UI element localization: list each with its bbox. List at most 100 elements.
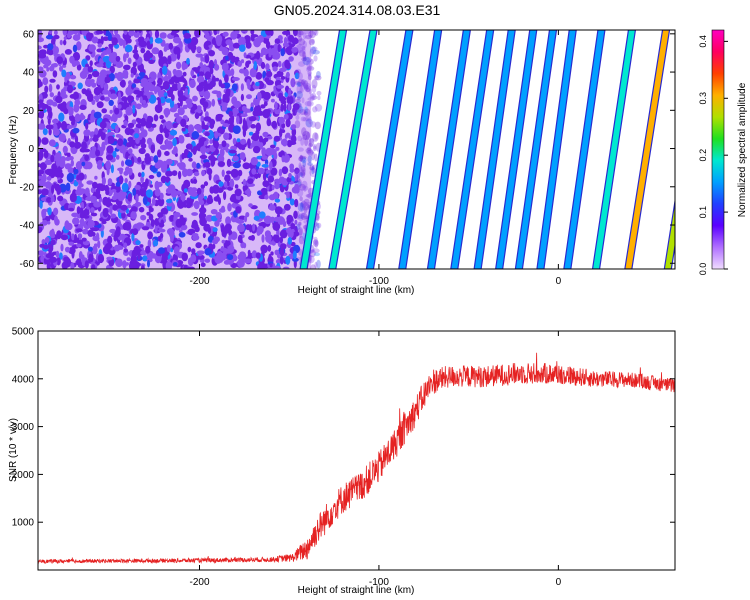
noise-blob	[188, 157, 193, 162]
noise-blob	[182, 84, 186, 91]
spectrogram-plot-area	[38, 30, 675, 269]
noise-blob	[203, 116, 212, 122]
noise-blob	[182, 71, 187, 77]
noise-blob	[232, 42, 241, 49]
noise-blob	[102, 196, 109, 206]
noise-blob	[125, 262, 129, 266]
noise-blob	[243, 68, 249, 77]
noise-blob	[73, 168, 79, 175]
noise-blob	[139, 96, 143, 104]
noise-blob	[160, 219, 164, 227]
noise-blob	[305, 34, 313, 40]
noise-blob	[303, 32, 307, 40]
noise-blob	[157, 247, 166, 254]
noise-blob	[247, 249, 251, 256]
noise-blob	[102, 89, 110, 95]
noise-blob	[277, 216, 285, 225]
noise-blob	[270, 167, 278, 176]
noise-blob	[112, 150, 117, 158]
noise-blob	[125, 52, 129, 59]
noise-blob	[159, 124, 164, 134]
spectral-stripe	[328, 30, 378, 269]
noise-blob	[296, 84, 303, 94]
noise-blob	[298, 156, 306, 162]
page-title: GN05.2024.314.08.03.E31	[273, 2, 441, 18]
noise-blob	[285, 118, 291, 128]
noise-blob	[70, 262, 75, 269]
noise-blob	[298, 162, 302, 169]
noise-blob	[221, 205, 225, 212]
noise-blob	[236, 219, 245, 225]
noise-blob	[180, 224, 188, 231]
noise-blob	[156, 133, 164, 143]
noise-blob	[288, 34, 295, 43]
noise-blob	[178, 232, 186, 238]
noise-blob	[199, 154, 208, 160]
noise-blob	[138, 41, 147, 47]
noise-blob	[153, 114, 159, 122]
noise-blob	[186, 203, 192, 209]
noise-blob	[232, 155, 239, 162]
noise-blob	[213, 30, 218, 36]
noise-blob	[205, 214, 214, 222]
noise-blob	[263, 91, 271, 101]
noise-blob	[301, 127, 307, 137]
noise-blob	[181, 61, 186, 71]
noise-blob	[99, 58, 103, 65]
noise-blob	[295, 108, 301, 116]
x-tick-label: -100	[369, 276, 389, 287]
noise-blob	[66, 172, 75, 183]
noise-blob	[190, 36, 199, 46]
noise-blob	[65, 182, 71, 192]
noise-blob	[107, 266, 115, 269]
noise-blob	[196, 187, 202, 195]
noise-blob	[50, 154, 55, 163]
noise-blob	[227, 254, 234, 261]
noise-blob	[302, 51, 307, 60]
noise-blob	[62, 39, 67, 46]
noise-blob	[311, 92, 316, 99]
noise-blob	[159, 96, 166, 104]
noise-blob	[47, 43, 54, 51]
noise-blob	[53, 182, 57, 189]
noise-blob	[310, 46, 317, 55]
noise-blob	[170, 94, 175, 102]
noise-blob	[132, 104, 136, 114]
noise-blob	[71, 249, 75, 259]
noise-blob	[285, 45, 294, 56]
snr-panel: -200 -100 0 1000 2000 3000 4000 5000 Height of…	[8, 327, 676, 596]
noise-blob	[56, 230, 62, 240]
noise-blob	[205, 147, 210, 153]
noise-blob	[240, 59, 245, 64]
noise-blob	[298, 38, 306, 46]
noise-blob	[38, 137, 41, 147]
noise-blob	[294, 198, 299, 208]
noise-blob	[165, 176, 170, 183]
noise-blob	[234, 30, 240, 35]
noise-blob	[167, 228, 174, 236]
noise-blob	[157, 228, 166, 233]
noise-blob	[89, 60, 93, 67]
noise-blob	[58, 133, 66, 143]
noise-blob	[314, 132, 318, 140]
noise-blob	[258, 211, 266, 219]
noise-blob	[94, 175, 98, 180]
noise-blob	[311, 38, 315, 44]
noise-blob	[250, 234, 255, 241]
noise-blob	[301, 79, 305, 86]
noise-blob	[201, 120, 205, 130]
noise-blob	[134, 248, 138, 257]
noise-blob	[59, 65, 63, 72]
noise-blob	[106, 145, 114, 154]
noise-blob	[154, 188, 161, 197]
noise-blob	[200, 55, 204, 63]
y-tick-label: 5000	[12, 327, 35, 338]
noise-blob	[58, 159, 66, 168]
noise-blob	[304, 101, 312, 107]
noise-blob	[313, 143, 317, 150]
noise-blob	[135, 240, 141, 246]
noise-blob	[145, 120, 153, 129]
noise-blob	[146, 52, 154, 59]
noise-blob	[126, 95, 135, 102]
